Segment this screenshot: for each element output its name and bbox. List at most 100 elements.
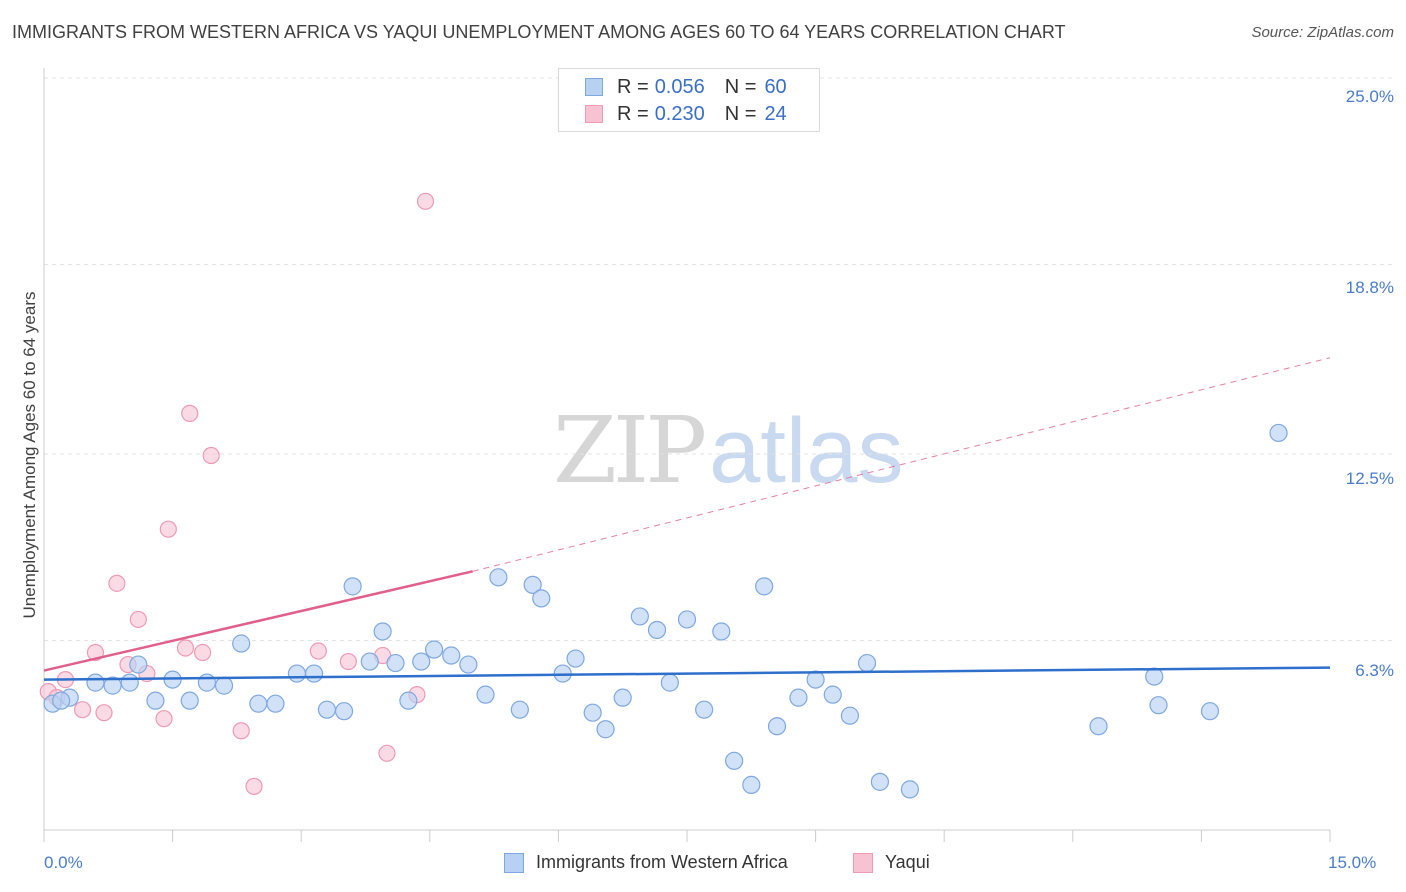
data-point-western-africa: [823, 685, 842, 704]
data-point-western-africa: [386, 653, 405, 673]
data-point-western-africa: [459, 655, 478, 674]
data-point-western-africa: [476, 685, 495, 704]
data-point-western-africa: [343, 577, 362, 596]
data-point-western-africa: [755, 577, 774, 596]
data-point-yaqui: [309, 642, 327, 660]
data-point-western-africa: [870, 772, 890, 791]
data-point-yaqui: [194, 643, 212, 662]
watermark-atlas: atlas: [709, 400, 904, 502]
watermark-zip: ZIP: [553, 397, 707, 504]
data-point-western-africa: [232, 634, 251, 653]
data-point-western-africa: [725, 751, 744, 770]
data-point-western-africa: [712, 622, 731, 641]
data-point-western-africa: [399, 691, 418, 710]
data-point-western-africa: [767, 717, 787, 736]
data-point-yaqui: [73, 701, 92, 719]
data-point-western-africa: [197, 673, 216, 692]
data-point-western-africa: [180, 691, 199, 710]
y-tick-label: 12.5%: [1345, 469, 1394, 488]
data-point-yaqui: [202, 446, 220, 465]
data-point-western-africa: [596, 720, 615, 739]
data-point-western-africa: [52, 691, 71, 710]
r-value: 0.230: [654, 102, 705, 125]
data-point-yaqui: [108, 574, 126, 592]
x-tick-label: 15.0%: [1328, 853, 1377, 872]
r-value: 0.056: [654, 75, 705, 98]
data-point-western-africa: [1089, 717, 1108, 736]
data-point-western-africa: [857, 653, 877, 673]
data-point-western-africa: [317, 700, 337, 719]
y-tick-label: 18.8%: [1345, 278, 1394, 297]
x-tick-label: 0.0%: [44, 853, 83, 872]
data-point-western-africa: [86, 673, 105, 692]
n-value: 60: [764, 75, 787, 98]
data-point-western-africa: [1145, 667, 1164, 686]
data-point-western-africa: [129, 655, 148, 674]
data-point-western-africa: [1269, 423, 1288, 443]
data-point-yaqui: [339, 652, 357, 671]
data-point-yaqui: [378, 744, 396, 762]
legend-label: Immigrants from Western Africa: [536, 852, 788, 872]
data-point-western-africa: [523, 575, 542, 594]
data-point-western-africa: [510, 700, 529, 719]
data-point-yaqui: [155, 710, 173, 728]
pink-swatch: [585, 105, 603, 123]
data-point-western-africa: [789, 688, 808, 707]
data-point-western-africa: [360, 652, 379, 671]
data-point-yaqui: [181, 404, 199, 422]
data-point-western-africa: [806, 670, 825, 689]
data-point-western-africa: [840, 706, 859, 725]
data-point-western-africa: [266, 694, 285, 713]
data-point-yaqui: [95, 704, 113, 722]
n-label: N =: [724, 75, 757, 98]
data-point-western-africa: [249, 694, 268, 713]
data-point-yaqui: [245, 777, 263, 795]
pink-swatch: [853, 852, 873, 873]
data-point-western-africa: [304, 664, 324, 683]
n-label: N =: [724, 102, 757, 125]
data-point-yaqui: [129, 610, 147, 629]
chart-title: IMMIGRANTS FROM WESTERN AFRICA VS YAQUI …: [12, 22, 1066, 42]
data-point-western-africa: [677, 610, 697, 629]
trendline-western-africa: [43, 666, 1331, 681]
data-point-western-africa: [334, 702, 354, 721]
data-point-western-africa: [613, 688, 632, 707]
data-point-western-africa: [373, 622, 392, 641]
data-point-western-africa: [647, 620, 667, 640]
r-label: R =: [617, 102, 649, 125]
y-axis-label: Unemployment Among Ages 60 to 64 years: [20, 291, 39, 619]
data-point-western-africa: [412, 652, 431, 671]
legend-item-yaqui: Yaqui: [853, 852, 930, 873]
data-point-western-africa: [287, 664, 307, 683]
source-credit: Source: ZipAtlas.com: [1251, 24, 1394, 41]
blue-swatch: [585, 78, 603, 96]
data-point-yaqui: [176, 639, 195, 657]
trendline-yaqui-extension: [472, 357, 1331, 572]
data-point-western-africa: [424, 640, 444, 659]
data-point-western-africa: [146, 691, 165, 710]
trendline-yaqui: [43, 570, 473, 672]
watermark: ZIPatlas: [553, 405, 904, 498]
data-point-western-africa: [583, 703, 602, 722]
data-point-yaqui: [232, 722, 250, 740]
data-point-western-africa: [630, 607, 649, 626]
data-point-western-africa: [103, 676, 122, 695]
data-point-western-africa: [214, 676, 234, 695]
n-value: 24: [764, 102, 787, 125]
data-point-western-africa: [489, 568, 508, 587]
r-label: R =: [617, 75, 649, 98]
data-point-yaqui: [416, 192, 435, 210]
data-point-western-africa: [566, 649, 585, 668]
y-tick-label: 6.3%: [1355, 661, 1394, 680]
y-tick-label: 25.0%: [1345, 87, 1394, 106]
legend-label: Yaqui: [885, 852, 930, 872]
blue-swatch: [504, 852, 524, 873]
data-point-western-africa: [660, 673, 679, 692]
data-point-western-africa: [742, 775, 761, 794]
data-point-western-africa: [1200, 702, 1220, 721]
data-point-western-africa: [1149, 696, 1168, 715]
data-point-western-africa: [900, 780, 920, 799]
data-point-western-africa: [695, 700, 714, 719]
legend-row-western-africa: R = 0.056 N = 60: [585, 75, 787, 99]
